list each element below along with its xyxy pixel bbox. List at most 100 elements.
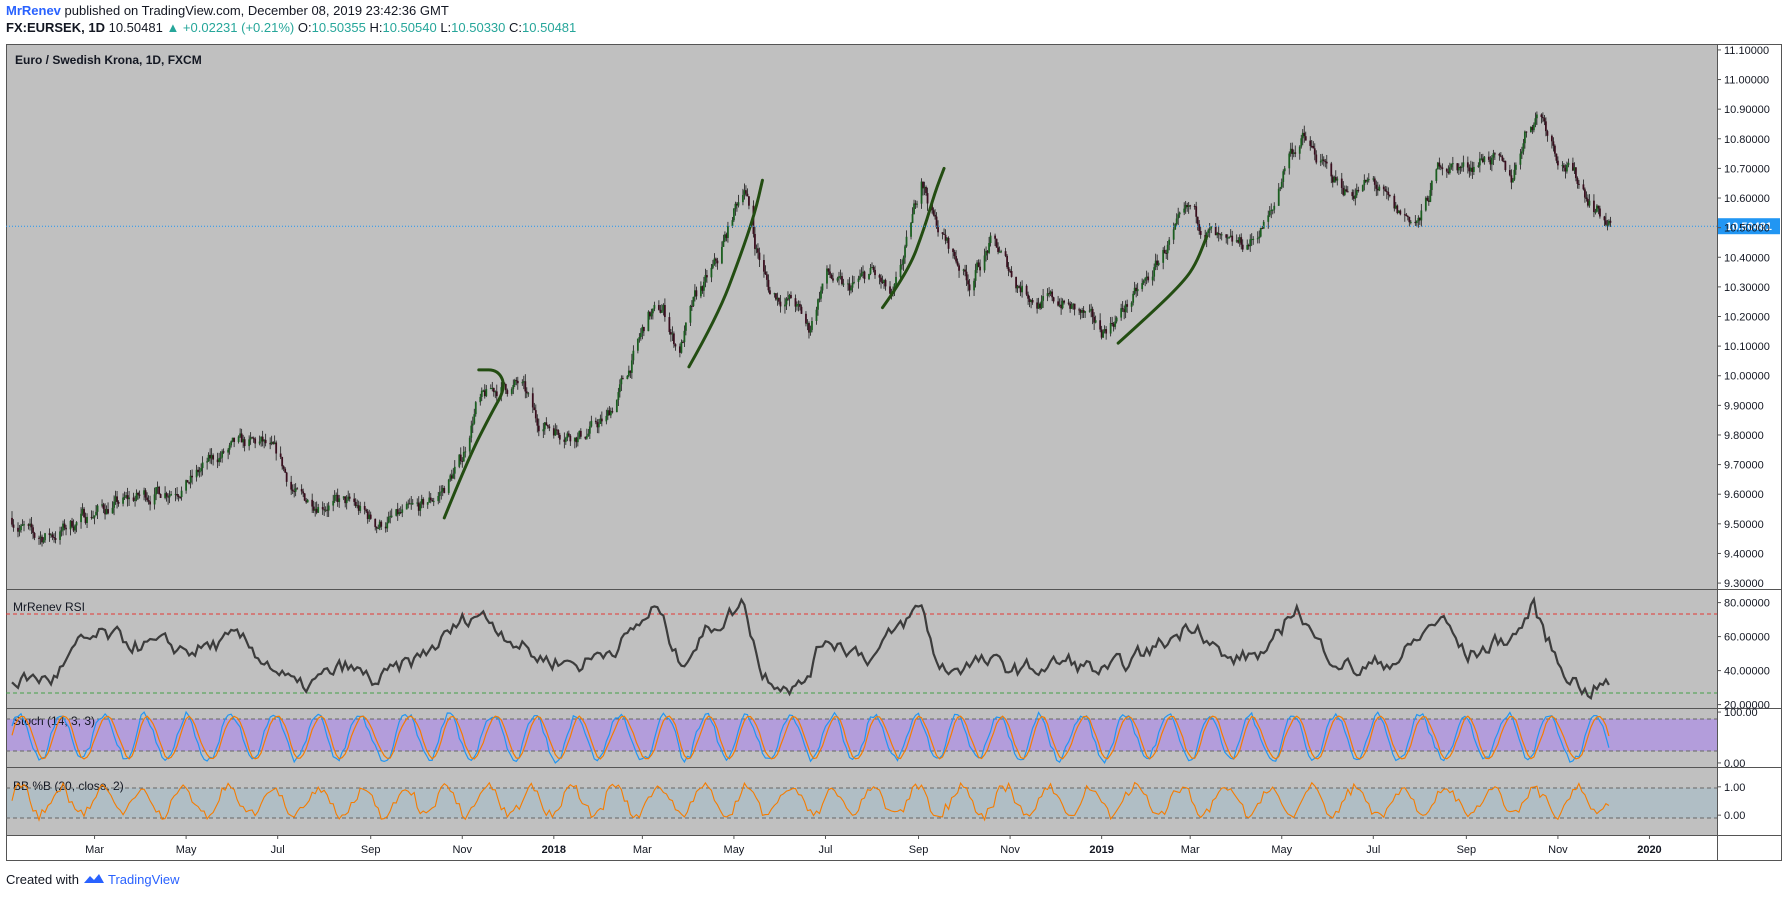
candle-body (669, 332, 672, 335)
candle-body (321, 507, 324, 510)
candle-body (294, 488, 297, 492)
candle-body (797, 304, 800, 306)
candle-body (773, 293, 776, 295)
author-link[interactable]: MrRenev (6, 3, 61, 18)
candle-body (1394, 205, 1397, 209)
y-tick-label: 10.90000 (1724, 104, 1770, 116)
x-tick-label: Jul (1366, 844, 1380, 856)
candle-body (1009, 270, 1011, 272)
candle-body (363, 506, 366, 510)
candle-body (252, 438, 255, 440)
candle-body (974, 270, 977, 281)
candle-body (1441, 167, 1444, 169)
time-axis[interactable] (6, 835, 1717, 861)
candle-body (1069, 303, 1072, 309)
candle-body (149, 501, 151, 505)
candle-body (1469, 167, 1472, 172)
candle-body (1448, 167, 1451, 174)
candle-body (143, 490, 145, 495)
candle-body (1451, 163, 1454, 165)
candle-body (958, 265, 960, 271)
candle-body (764, 271, 767, 275)
rsi-pane[interactable] (6, 589, 1717, 708)
candle-body (525, 391, 528, 394)
candle-body (1510, 175, 1513, 183)
candle-body (522, 381, 525, 383)
candle-body (137, 492, 139, 495)
candle-body (1578, 183, 1580, 185)
tradingview-link[interactable]: TradingView (108, 872, 180, 887)
candle-body (878, 275, 881, 278)
candle-body (615, 400, 618, 413)
tradingview-logo-icon (83, 873, 105, 885)
candle-body (1112, 323, 1115, 327)
candle-body (32, 527, 34, 533)
candle-body (170, 494, 172, 496)
candle-body (33, 532, 36, 538)
candle-body (1166, 244, 1169, 254)
candle-body (1174, 224, 1177, 230)
candle-body (573, 437, 576, 442)
candle-body (1481, 158, 1484, 162)
candle-body (342, 496, 345, 499)
candle-body (1477, 165, 1480, 167)
candle-body (672, 333, 675, 345)
candle-body (432, 501, 435, 503)
candle-body (374, 518, 377, 527)
candle-body (1567, 162, 1570, 166)
candle-body (922, 181, 924, 189)
candle-body (1217, 232, 1220, 235)
candle-body (587, 433, 590, 436)
candle-body (902, 257, 905, 265)
candle-body (473, 414, 476, 424)
candle-body (23, 524, 25, 526)
candle-body (1457, 167, 1460, 171)
low-value: 10.50330 (451, 20, 506, 35)
candle-body (389, 515, 392, 517)
candle-body (537, 425, 540, 432)
candle-body (485, 388, 488, 397)
candle-body (263, 439, 266, 442)
price-pane[interactable] (6, 44, 1717, 589)
candle-body (1418, 217, 1421, 221)
candle-body (868, 273, 870, 280)
candle-body (1582, 184, 1585, 190)
candle-body (1554, 145, 1556, 154)
candle-body (417, 502, 420, 511)
candle-body (869, 267, 872, 274)
candle-body (1229, 235, 1232, 237)
candle-body (1102, 331, 1105, 338)
candle-body (715, 258, 717, 261)
candle-body (545, 422, 548, 426)
drawing-arc-4 (1116, 235, 1209, 345)
candle-body (458, 454, 461, 467)
candle-body (71, 520, 73, 527)
candle-body (333, 495, 336, 501)
candle-body (452, 473, 455, 479)
candle-body (1310, 145, 1313, 147)
candle-body (779, 301, 782, 307)
candle-body (829, 271, 831, 275)
candle-body (315, 508, 318, 513)
candle-body (338, 498, 341, 503)
candle-body (290, 481, 293, 490)
candle-body (1048, 293, 1051, 295)
x-tick-label: Nov (1000, 844, 1020, 856)
candle-body (116, 496, 118, 502)
candle-body (1091, 308, 1094, 317)
candle-body (935, 216, 938, 228)
candle-body (378, 521, 381, 528)
candle-body (1198, 224, 1201, 232)
y-tick-label: 40.00000 (1724, 666, 1770, 678)
candle-body (1364, 179, 1367, 182)
candle-body (832, 278, 834, 281)
price-axis[interactable] (1717, 44, 1782, 861)
candle-body (468, 437, 471, 452)
candle-body (1004, 251, 1007, 256)
candle-body (233, 437, 236, 442)
candle-body (997, 247, 999, 252)
candle-body (668, 317, 671, 333)
candle-body (248, 439, 251, 447)
candle-body (701, 286, 704, 291)
